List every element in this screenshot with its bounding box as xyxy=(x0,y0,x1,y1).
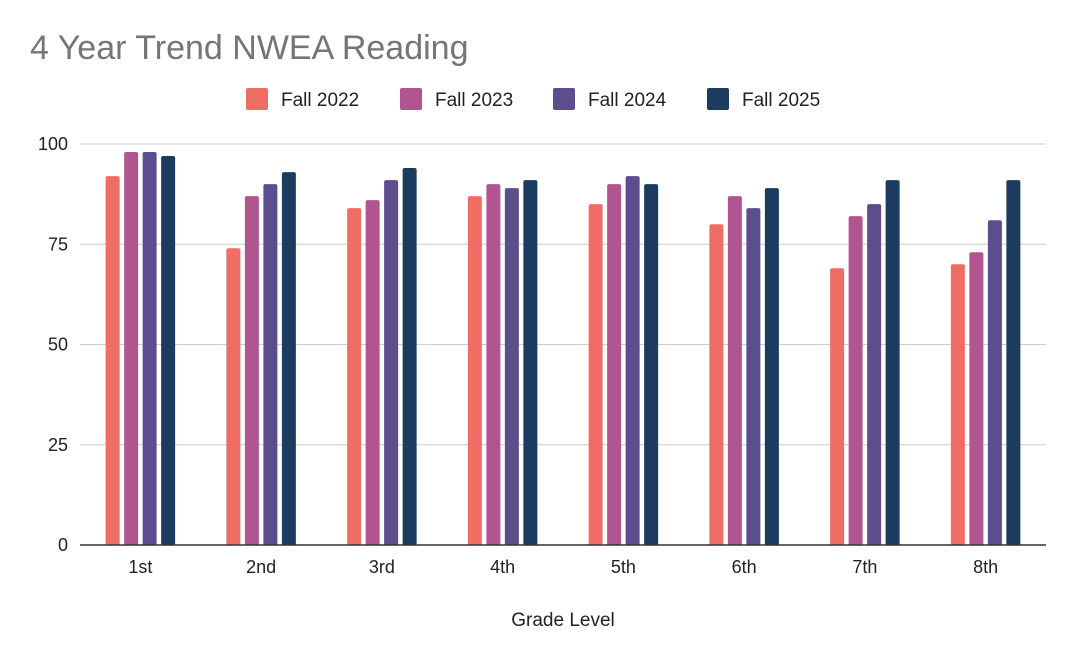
x-tick-label: 3rd xyxy=(369,557,395,577)
legend-label: Fall 2024 xyxy=(588,90,667,111)
bar xyxy=(830,268,845,545)
bar xyxy=(644,184,659,545)
bar xyxy=(523,180,538,545)
y-tick-label: 50 xyxy=(48,335,68,355)
legend-label: Fall 2022 xyxy=(281,90,359,111)
bar xyxy=(105,176,120,545)
bars xyxy=(105,152,1021,546)
x-axis-title: Grade Level xyxy=(511,610,615,631)
x-tick-label: 4th xyxy=(490,557,515,577)
bar xyxy=(607,184,622,545)
bar xyxy=(867,204,882,545)
bar xyxy=(969,252,984,545)
bar xyxy=(226,248,241,545)
x-tick-label: 1st xyxy=(128,557,152,577)
bar xyxy=(504,188,519,546)
gridlines xyxy=(80,143,1046,446)
bar xyxy=(848,216,863,545)
y-tick-label: 25 xyxy=(48,435,68,455)
bar xyxy=(347,208,362,545)
bar xyxy=(1006,180,1021,545)
legend: Fall 2022 Fall 2023 Fall 2024 Fall 2025 xyxy=(246,88,820,111)
x-tick-label: 8th xyxy=(973,557,998,577)
x-tick-label: 6th xyxy=(732,557,757,577)
bar xyxy=(467,196,482,545)
legend-swatch xyxy=(246,88,268,110)
bar xyxy=(384,180,399,545)
y-tick-label: 75 xyxy=(48,234,68,254)
bar xyxy=(709,224,724,545)
y-tick-label: 0 xyxy=(58,535,68,555)
bar xyxy=(746,208,761,545)
bar xyxy=(244,196,259,545)
bar xyxy=(950,264,965,545)
bar xyxy=(764,188,779,546)
bar xyxy=(987,220,1002,545)
bar xyxy=(263,184,278,545)
bar xyxy=(727,196,742,545)
legend-label: Fall 2025 xyxy=(742,90,820,111)
x-tick-label: 2nd xyxy=(246,557,276,577)
legend-label: Fall 2023 xyxy=(435,90,513,111)
bar xyxy=(365,200,380,545)
legend-swatch xyxy=(400,88,422,110)
x-axis-ticks: 1st 2nd 3rd 4th 5th 6th 7th 8th xyxy=(128,557,998,577)
bar xyxy=(281,172,296,545)
chart-title: 4 Year Trend NWEA Reading xyxy=(30,29,469,67)
y-axis-ticks: 0 25 50 75 100 xyxy=(38,134,68,555)
bar xyxy=(402,168,417,545)
bar xyxy=(885,180,900,545)
legend-swatch xyxy=(707,88,729,110)
bar xyxy=(161,156,176,545)
bar xyxy=(124,152,139,545)
x-tick-label: 5th xyxy=(611,557,636,577)
bar xyxy=(625,176,640,545)
legend-swatch xyxy=(553,88,575,110)
bar xyxy=(142,152,157,545)
x-tick-label: 7th xyxy=(852,557,877,577)
y-tick-label: 100 xyxy=(38,134,68,154)
bar xyxy=(486,184,501,545)
bar xyxy=(588,204,603,545)
